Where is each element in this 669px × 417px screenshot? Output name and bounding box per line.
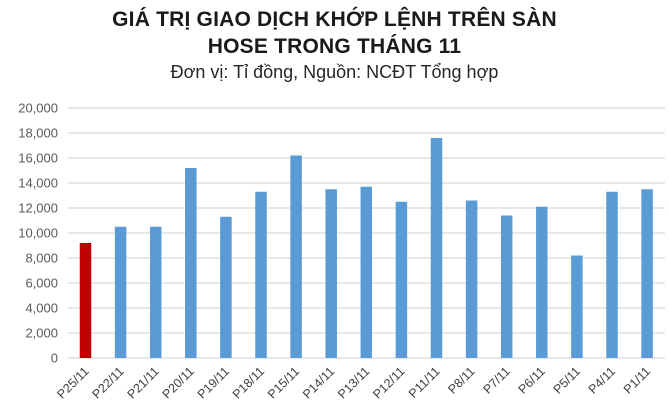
- y-tick-label: 8,000: [25, 251, 58, 266]
- bar-p22-11: [114, 226, 127, 358]
- x-tick-label: P21/11: [125, 364, 162, 401]
- x-tick-label: P12/11: [370, 364, 407, 401]
- bar-p13-11: [360, 186, 373, 358]
- x-tick-label: P15/11: [265, 364, 302, 401]
- x-tick-label: P25/11: [54, 364, 91, 401]
- x-tick-label: P6/11: [516, 364, 548, 396]
- bar-p8-11: [465, 200, 478, 358]
- x-tick-label: P22/11: [89, 364, 126, 401]
- y-tick-label: 10,000: [18, 226, 58, 241]
- x-tick-label: P19/11: [195, 364, 232, 401]
- x-tick-label: P13/11: [335, 364, 372, 401]
- bar-p7-11: [500, 215, 513, 358]
- y-tick-label: 14,000: [18, 176, 58, 191]
- bar-p15-11: [290, 155, 302, 358]
- chart-subtitle: Đơn vị: Tỉ đồng, Nguồn: NCĐT Tổng hợp: [170, 62, 499, 82]
- x-tick-label: P11/11: [406, 364, 443, 401]
- y-tick-label: 6,000: [25, 276, 58, 291]
- bar-p14-11: [325, 189, 337, 358]
- chart-title-line-1: GIÁ TRỊ GIAO DỊCH KHỚP LỆNH TRÊN SÀN: [112, 8, 557, 31]
- bar-p18-11: [255, 191, 267, 358]
- bar-p1-11: [641, 189, 653, 358]
- bar-p12-11: [395, 201, 408, 358]
- x-tick-label: P1/11: [621, 364, 653, 396]
- y-tick-label: 4,000: [25, 301, 58, 316]
- y-tick-label: 20,000: [18, 101, 58, 116]
- x-tick-label: P20/11: [160, 364, 197, 401]
- bar-p20-11: [185, 168, 197, 358]
- y-tick-label: 16,000: [18, 151, 58, 166]
- bars: [79, 138, 653, 358]
- x-tick-label: P7/11: [480, 364, 512, 396]
- bar-p4-11: [606, 191, 618, 358]
- bar-p25-11: [79, 243, 92, 358]
- y-tick-label: 2,000: [25, 326, 58, 341]
- x-tick-label: P4/11: [586, 364, 618, 396]
- bar-p5-11: [571, 255, 583, 358]
- bar-p6-11: [536, 206, 548, 358]
- x-tick-label: P8/11: [445, 364, 477, 396]
- y-tick-label: 0: [51, 351, 58, 366]
- y-axis-labels: 0 2,000 4,000 6,000 8,000 10,000 12,000 14,000 1…: [18, 101, 58, 366]
- x-axis-labels: P25/11P22/11P21/11P20/11P19/11P18/11P15/…: [54, 364, 653, 401]
- bar-p19-11: [220, 216, 232, 358]
- y-tick-label: 18,000: [18, 126, 58, 141]
- x-tick-label: P14/11: [300, 364, 337, 401]
- x-tick-label: P18/11: [230, 364, 267, 401]
- y-tick-label: 12,000: [18, 201, 58, 216]
- x-tick-label: P5/11: [551, 364, 583, 396]
- chart-title-line-2: HOSE TRONG THÁNG 11: [207, 35, 462, 58]
- bar-p21-11: [149, 226, 162, 358]
- bar-p11-11: [430, 138, 443, 358]
